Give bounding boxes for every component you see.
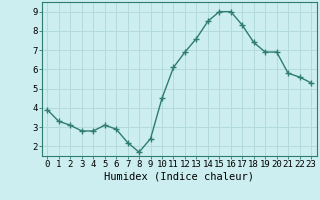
X-axis label: Humidex (Indice chaleur): Humidex (Indice chaleur) — [104, 172, 254, 182]
